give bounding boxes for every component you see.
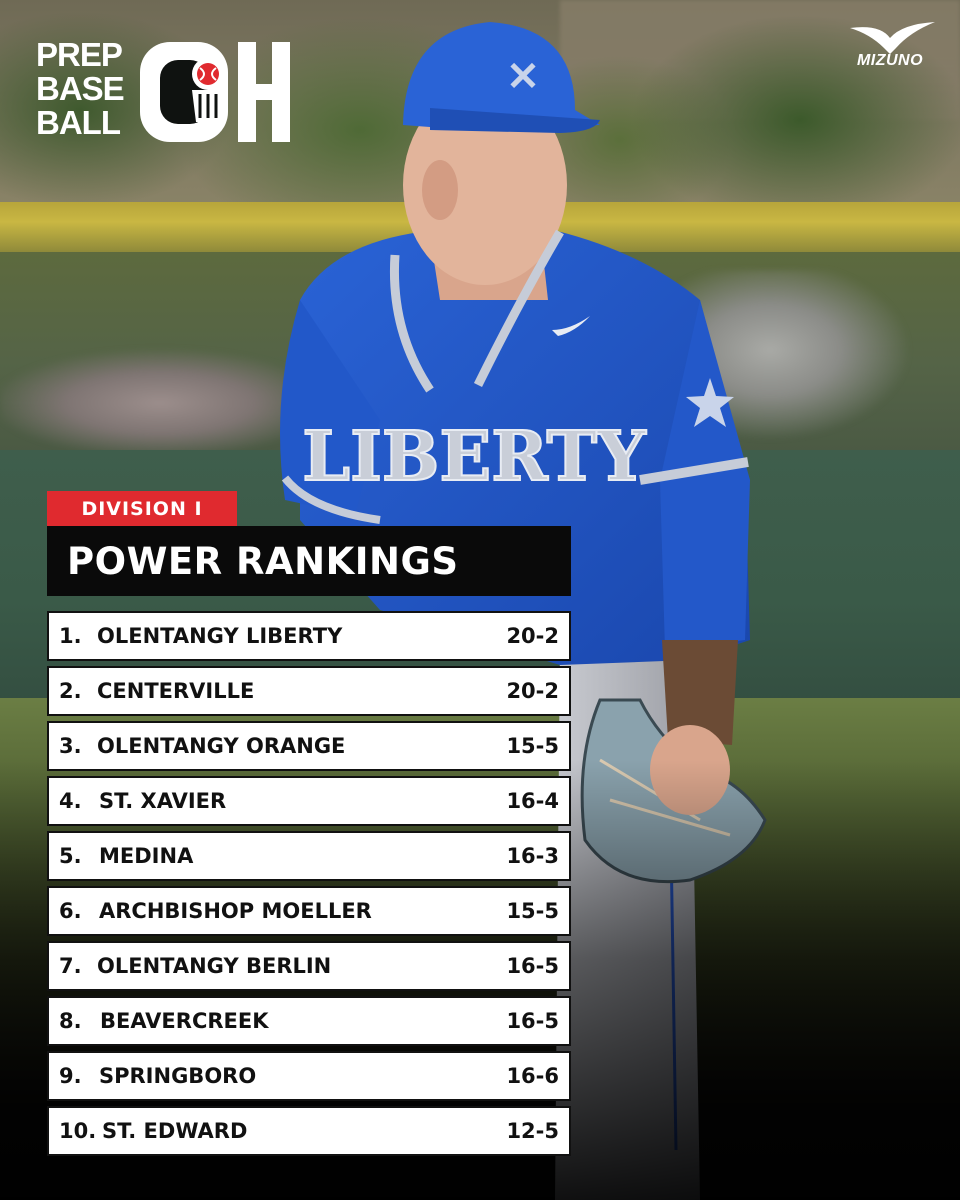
ranking-row: 10. ST. EDWARD 12-5	[47, 1106, 571, 1156]
team-record: 16-5	[506, 954, 559, 978]
team-name: OLENTANGY BERLIN	[97, 954, 332, 978]
rankings-title: POWER RANKINGS	[47, 526, 571, 596]
svg-text:✕: ✕	[506, 53, 540, 100]
logo-line-prep: PREP	[36, 36, 123, 73]
ranking-row: 4. ST. XAVIER 16-4	[47, 776, 571, 826]
ranking-row: 8. BEAVERCREEK 16-5	[47, 996, 571, 1046]
ranking-row: 9. SPRINGBORO 16-6	[47, 1051, 571, 1101]
rank-number: 7.	[59, 954, 82, 978]
rank-number: 4.	[59, 789, 82, 813]
ranking-row: 7. OLENTANGY BERLIN 16-5	[47, 941, 571, 991]
team-record: 12-5	[506, 1119, 559, 1143]
rank-number: 8.	[59, 1009, 82, 1033]
prep-baseball-wordmark: PREP BASE BALL	[36, 38, 136, 140]
sponsor-name: MIZUNO	[856, 52, 924, 69]
team-name: ST. XAVIER	[99, 789, 227, 813]
rank-number: 10.	[59, 1119, 97, 1143]
team-name: CENTERVILLE	[97, 679, 255, 703]
rank-number: 2.	[59, 679, 82, 703]
oh-state-mark	[140, 42, 290, 142]
background-car	[0, 348, 330, 458]
team-name: ARCHBISHOP MOELLER	[99, 899, 372, 923]
team-name: OLENTANGY ORANGE	[97, 734, 346, 758]
ranking-row: 1. OLENTANGY LIBERTY 20-2	[47, 611, 571, 661]
rank-number: 6.	[59, 899, 82, 923]
ranking-row: 2. CENTERVILLE 20-2	[47, 666, 571, 716]
mizuno-runbird-icon	[850, 22, 935, 54]
logo-line-ball: BALL	[36, 104, 121, 141]
ranking-row: 5. MEDINA 16-3	[47, 831, 571, 881]
team-record: 16-3	[506, 844, 559, 868]
rank-number: 3.	[59, 734, 82, 758]
jersey-lettering: LIBERTY	[302, 417, 647, 497]
ranking-row: 6. ARCHBISHOP MOELLER 15-5	[47, 886, 571, 936]
mizuno-logo: MIZUNO	[840, 18, 940, 74]
team-record: 16-5	[506, 1009, 559, 1033]
rank-number: 5.	[59, 844, 82, 868]
logo-line-base: BASE	[36, 70, 125, 107]
team-record: 15-5	[506, 899, 559, 923]
rank-number: 9.	[59, 1064, 82, 1088]
team-name: ST. EDWARD	[102, 1119, 248, 1143]
division-label: DIVISION I	[47, 491, 237, 526]
team-record: 20-2	[506, 679, 559, 703]
rank-number: 1.	[59, 624, 82, 648]
team-name: OLENTANGY LIBERTY	[97, 624, 343, 648]
team-name: MEDINA	[99, 844, 194, 868]
team-name: SPRINGBORO	[99, 1064, 257, 1088]
team-record: 16-4	[506, 789, 559, 813]
team-name: BEAVERCREEK	[100, 1009, 269, 1033]
team-record: 20-2	[506, 624, 559, 648]
prep-baseball-logo: PREP BASE BALL	[36, 38, 296, 144]
team-record: 15-5	[506, 734, 559, 758]
ranking-row: 3. OLENTANGY ORANGE 15-5	[47, 721, 571, 771]
team-record: 16-6	[506, 1064, 559, 1088]
